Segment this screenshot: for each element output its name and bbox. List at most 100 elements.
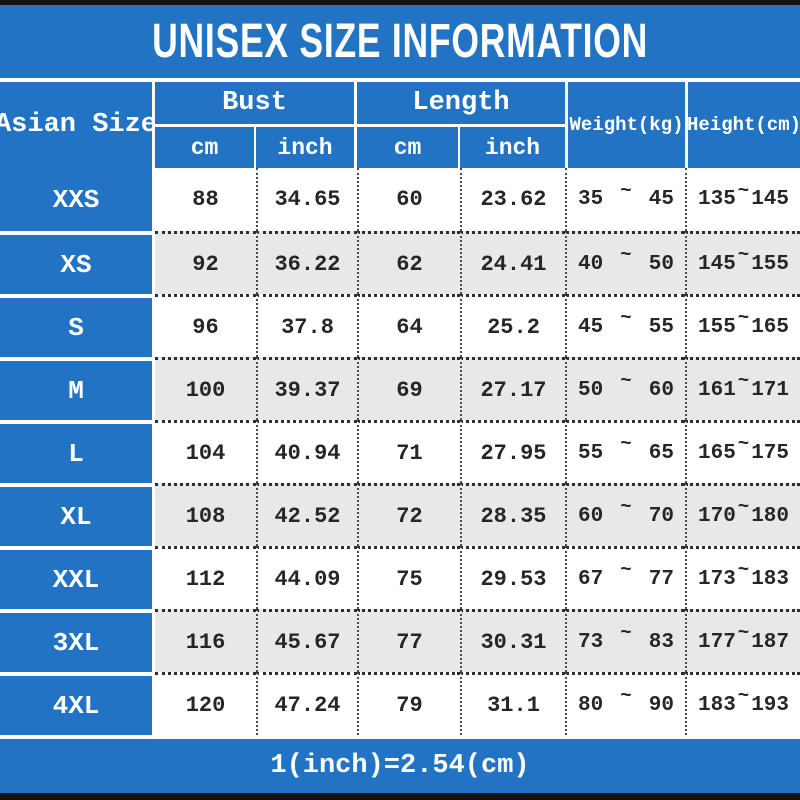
weight-min: 40	[578, 252, 604, 276]
weight-range-cell: 60 ~ 70	[565, 483, 685, 546]
height-min: 170	[698, 504, 736, 528]
header-cell-bust-cm: cm	[155, 127, 256, 168]
table-row: XS 92 36.22 62 24.41 40 ~ 50 145 ~ 155	[0, 231, 800, 294]
weight-range-cell: 45 ~ 55	[565, 294, 685, 357]
header-cell-height: Height(cm)	[685, 82, 800, 168]
weight-max: 70	[648, 504, 674, 528]
height-min: 183	[698, 693, 736, 717]
table-body: XXS 88 34.65 60 23.62 35 ~ 45 135 ~ 145 …	[0, 168, 800, 735]
tilde-symbol: ~	[620, 685, 632, 707]
height-max: 180	[751, 504, 789, 528]
tilde-symbol: ~	[737, 433, 750, 455]
table-row: XL 108 42.52 72 28.35 60 ~ 70 170 ~ 180	[0, 483, 800, 546]
tilde-symbol: ~	[620, 179, 632, 202]
header-cell-length: Length	[357, 82, 565, 127]
height-range-cell: 145 ~ 155	[685, 231, 800, 294]
height-range-cell: 170 ~ 180	[685, 483, 800, 546]
weight-max: 45	[648, 188, 674, 211]
length-inch-cell: 28.35	[460, 483, 565, 546]
height-min: 173	[698, 567, 736, 591]
tilde-symbol: ~	[737, 685, 750, 707]
length-cm-cell: 62	[357, 231, 460, 294]
table-row: XXS 88 34.65 60 23.62 35 ~ 45 135 ~ 145	[0, 168, 800, 231]
table-row: 3XL 116 45.67 77 30.31 73 ~ 83 177 ~ 187	[0, 609, 800, 672]
length-inch-cell: 25.2	[460, 294, 565, 357]
table-row: XXL 112 44.09 75 29.53 67 ~ 77 173 ~ 183	[0, 546, 800, 609]
conversion-note-band: 1(inch)=2.54(cm)	[0, 735, 800, 793]
weight-max: 50	[648, 252, 674, 276]
title-divider	[0, 78, 800, 82]
length-inch-cell: 27.17	[460, 357, 565, 420]
length-cm-cell: 71	[357, 420, 460, 483]
weight-max: 55	[648, 315, 674, 339]
size-cell: M	[0, 357, 155, 420]
size-cell: XL	[0, 483, 155, 546]
size-cell: L	[0, 420, 155, 483]
height-max: 193	[751, 693, 789, 717]
tilde-symbol: ~	[620, 307, 632, 329]
length-cm-cell: 72	[357, 483, 460, 546]
height-range-cell: 161 ~ 171	[685, 357, 800, 420]
conversion-note: 1(inch)=2.54(cm)	[270, 751, 530, 781]
weight-min: 80	[578, 693, 604, 717]
height-max: 175	[751, 441, 789, 465]
bust-inch-cell: 47.24	[256, 672, 357, 735]
height-min: 165	[698, 441, 736, 465]
length-cm-cell: 64	[357, 294, 460, 357]
height-range-cell: 165 ~ 175	[685, 420, 800, 483]
bust-inch-cell: 44.09	[256, 546, 357, 609]
length-inch-cell: 29.53	[460, 546, 565, 609]
tilde-symbol: ~	[620, 622, 632, 644]
title-band: UNISEX SIZE INFORMATION	[0, 5, 800, 78]
length-cm-cell: 60	[357, 168, 460, 231]
height-max: 183	[751, 567, 789, 591]
size-cell: 3XL	[0, 609, 155, 672]
tilde-symbol: ~	[737, 370, 750, 392]
weight-max: 65	[648, 441, 674, 465]
weight-range-cell: 55 ~ 65	[565, 420, 685, 483]
size-cell: XXL	[0, 546, 155, 609]
weight-range-cell: 50 ~ 60	[565, 357, 685, 420]
tilde-symbol: ~	[737, 244, 750, 266]
tilde-symbol: ~	[620, 496, 632, 518]
weight-max: 60	[648, 378, 674, 402]
bust-cm-cell: 116	[155, 609, 256, 672]
tilde-symbol: ~	[737, 179, 750, 202]
height-max: 155	[751, 252, 789, 276]
weight-min: 45	[578, 315, 604, 339]
bust-inch-cell: 39.37	[256, 357, 357, 420]
table-row: L 104 40.94 71 27.95 55 ~ 65 165 ~ 175	[0, 420, 800, 483]
size-cell: S	[0, 294, 155, 357]
length-cm-cell: 77	[357, 609, 460, 672]
weight-max: 83	[648, 630, 674, 654]
length-inch-cell: 27.95	[460, 420, 565, 483]
weight-range-cell: 67 ~ 77	[565, 546, 685, 609]
size-cell: XS	[0, 231, 155, 294]
header-cell-bust-inch: inch	[256, 127, 357, 168]
length-inch-cell: 31.1	[460, 672, 565, 735]
length-inch-cell: 23.62	[460, 168, 565, 231]
height-range-cell: 177 ~ 187	[685, 609, 800, 672]
bust-inch-cell: 34.65	[256, 168, 357, 231]
bust-cm-cell: 88	[155, 168, 256, 231]
length-inch-cell: 30.31	[460, 609, 565, 672]
height-range-cell: 155 ~ 165	[685, 294, 800, 357]
bust-cm-cell: 112	[155, 546, 256, 609]
tilde-symbol: ~	[620, 244, 632, 266]
tilde-symbol: ~	[737, 559, 750, 581]
tilde-symbol: ~	[737, 307, 750, 329]
height-max: 171	[751, 378, 789, 402]
table-row: S 96 37.8 64 25.2 45 ~ 55 155 ~ 165	[0, 294, 800, 357]
size-cell: 4XL	[0, 672, 155, 735]
tilde-symbol: ~	[737, 496, 750, 518]
table-row: M 100 39.37 69 27.17 50 ~ 60 161 ~ 171	[0, 357, 800, 420]
weight-min: 67	[578, 567, 604, 591]
height-max: 165	[751, 315, 789, 339]
table-row: 4XL 120 47.24 79 31.1 80 ~ 90 183 ~ 193	[0, 672, 800, 735]
height-min: 155	[698, 315, 736, 339]
bust-cm-cell: 100	[155, 357, 256, 420]
bust-cm-cell: 96	[155, 294, 256, 357]
bust-inch-cell: 42.52	[256, 483, 357, 546]
height-max: 145	[751, 188, 789, 211]
length-cm-cell: 69	[357, 357, 460, 420]
